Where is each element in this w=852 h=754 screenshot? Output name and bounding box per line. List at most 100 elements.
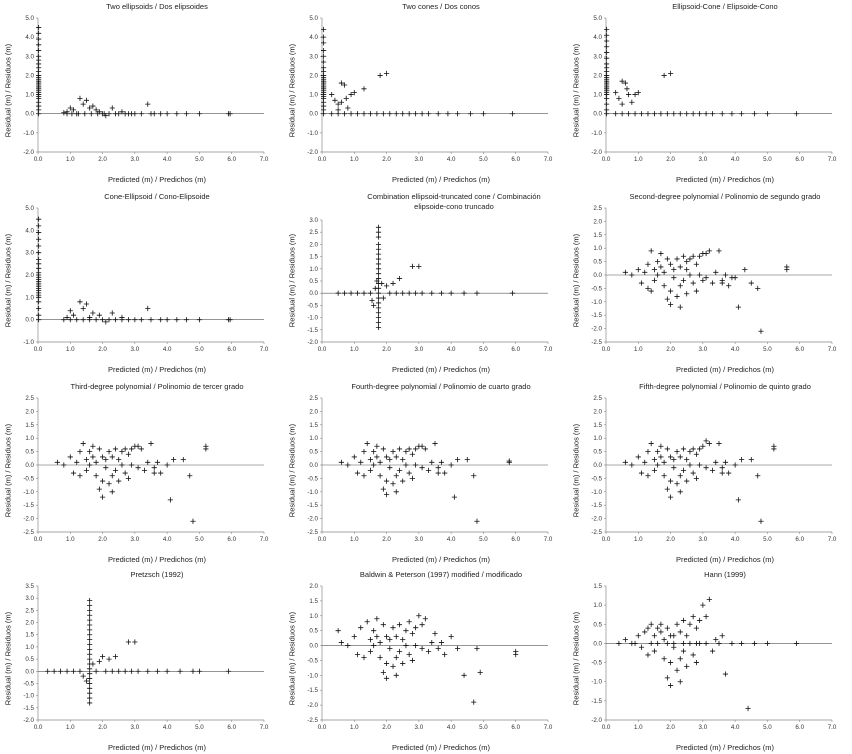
- x-tick-label: 2.0: [98, 156, 107, 163]
- data-point: [158, 317, 164, 323]
- x-tick-label: 0.0: [602, 536, 611, 543]
- data-point: [709, 467, 716, 473]
- data-point: [645, 652, 651, 658]
- data-point: [677, 489, 683, 495]
- data-point: [677, 679, 683, 685]
- y-tick-label: -1.0: [23, 339, 34, 346]
- x-tick-label: 4.0: [447, 724, 456, 731]
- data-point: [645, 473, 651, 479]
- data-point: [674, 621, 680, 627]
- data-point: [664, 256, 670, 262]
- data-point: [36, 250, 42, 256]
- data-point: [367, 290, 374, 296]
- data-point: [687, 256, 693, 262]
- data-point: [635, 90, 641, 96]
- data-point: [413, 642, 419, 649]
- data-point: [375, 305, 382, 311]
- data-point: [164, 668, 170, 674]
- data-point: [664, 446, 670, 452]
- data-point: [77, 473, 83, 479]
- data-point: [429, 459, 435, 465]
- data-point: [36, 243, 42, 249]
- y-tick-label: 2.0: [309, 241, 318, 248]
- x-tick-label: 7.0: [544, 346, 553, 353]
- data-point: [375, 246, 382, 252]
- data-point: [387, 290, 393, 296]
- data-point: [174, 111, 180, 117]
- data-point: [684, 457, 690, 463]
- data-point: [432, 631, 438, 637]
- y-tick-label: 0.5: [593, 621, 602, 628]
- chart-title: Fourth-degree polynomial / Polinomio de …: [351, 382, 531, 391]
- data-point: [371, 449, 377, 455]
- y-tick-label: -2.5: [23, 529, 34, 536]
- data-point: [342, 111, 348, 117]
- x-tick-label: 4.0: [731, 536, 740, 543]
- data-point: [726, 283, 732, 289]
- x-tick-label: 6.0: [227, 536, 236, 543]
- data-point: [425, 467, 432, 473]
- data-point: [664, 640, 670, 647]
- y-tick-label: -1.5: [307, 687, 318, 694]
- data-point: [321, 40, 327, 46]
- x-tick-label: 6.0: [511, 346, 520, 353]
- x-tick-label: 0.0: [34, 156, 43, 163]
- data-point: [403, 642, 409, 649]
- data-point: [684, 111, 690, 117]
- data-point: [658, 250, 664, 257]
- y-axis-label: Residual (m) / Residuos (m): [571, 611, 581, 706]
- data-point: [661, 473, 667, 479]
- data-point: [383, 283, 390, 289]
- y-tick-label: 1.0: [309, 266, 318, 273]
- x-tick-label: 1.0: [66, 346, 75, 353]
- data-point: [87, 105, 93, 111]
- data-point: [513, 651, 519, 658]
- data-point: [374, 454, 380, 460]
- data-point: [70, 668, 77, 674]
- data-point: [784, 267, 790, 273]
- data-point: [622, 459, 628, 465]
- y-tick-label: -2.0: [591, 326, 602, 333]
- x-tick-label: 3.0: [415, 156, 424, 163]
- data-point: [64, 111, 70, 117]
- data-point: [658, 621, 664, 627]
- x-tick-label: 2.0: [382, 346, 391, 353]
- data-point: [83, 97, 90, 103]
- x-tick-label: 4.0: [163, 346, 172, 353]
- data-point: [684, 633, 690, 639]
- data-point: [321, 34, 327, 40]
- data-point: [36, 312, 42, 318]
- chart-svg: -2.5 -2.0 -1.5 -1.0 -0.5 0.0 0.5 1.0 1.5 2.0 2.5 0.…: [591, 395, 837, 543]
- data-point: [604, 95, 610, 101]
- data-point: [693, 640, 699, 647]
- data-point: [129, 462, 135, 468]
- y-tick-label: 1.0: [309, 613, 318, 620]
- data-point: [87, 656, 93, 662]
- data-point: [455, 111, 461, 117]
- data-point: [145, 305, 151, 312]
- data-point: [196, 111, 203, 117]
- data-point: [75, 111, 81, 117]
- x-tick-label: 1.0: [634, 346, 643, 353]
- data-point: [413, 625, 419, 631]
- y-tick-label: 5.0: [25, 15, 34, 22]
- x-axis-label: Predicted (m) / Predichos (m): [392, 743, 490, 752]
- y-tick-label: 1.0: [25, 435, 34, 442]
- y-tick-label: 3.0: [25, 53, 34, 60]
- data-point: [154, 459, 161, 465]
- data-point: [80, 673, 86, 679]
- data-point: [87, 695, 93, 701]
- x-tick-label: 0.0: [318, 724, 327, 731]
- chart-svg: -2.0 -1.0 0.0 1.0 2.0 3.0 4.0 5.0 0.0 1.0 2.0 3.0 4.…: [307, 15, 553, 163]
- data-point: [409, 631, 415, 637]
- x-tick-label: 7.0: [260, 724, 269, 731]
- x-tick-label: 5.0: [763, 724, 772, 731]
- x-tick-label: 7.0: [544, 724, 553, 731]
- y-axis-label: Residual (m) / Residuos (m): [287, 611, 297, 706]
- data-point: [448, 462, 454, 468]
- data-point: [342, 82, 348, 88]
- data-point: [103, 668, 109, 674]
- data-point: [125, 451, 131, 457]
- data-point: [112, 467, 119, 473]
- data-point: [671, 633, 677, 639]
